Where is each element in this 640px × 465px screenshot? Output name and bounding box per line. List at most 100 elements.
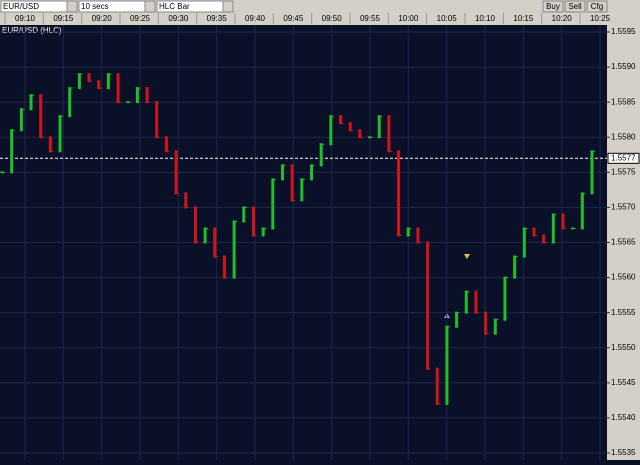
button-label[interactable]: Cfg: [591, 2, 603, 11]
hlc-bar: [542, 234, 546, 244]
hlc-bar: [145, 87, 149, 104]
toolbar-button[interactable]: [542, 0, 564, 13]
y-tick-label: 1.5565: [611, 238, 636, 247]
toolbar-button[interactable]: [564, 0, 586, 13]
x-tick-label: 10:10: [475, 14, 496, 23]
hlc-bar: [377, 115, 381, 139]
hlc-bar: [426, 241, 430, 370]
hlc-bar: [174, 150, 178, 195]
hlc-bar: [455, 311, 459, 328]
x-tick-label: 10:15: [513, 14, 534, 23]
hlc-bar: [135, 87, 139, 104]
hlc-bar: [184, 192, 188, 209]
hlc-bar: [561, 213, 565, 230]
y-tick-label: 1.5585: [611, 97, 636, 106]
hlc-bar: [484, 311, 488, 335]
hlc-bar: [87, 73, 91, 83]
hlc-bar: [155, 101, 159, 139]
hlc-bar: [406, 227, 410, 237]
hlc-bar: [261, 227, 265, 237]
dropdown-arrow[interactable]: [66, 0, 78, 13]
y-tick-label: 1.5580: [611, 132, 636, 141]
hlc-bar: [513, 255, 517, 279]
hlc-bar: [397, 150, 401, 237]
y-tick-label: 1.5590: [611, 62, 636, 71]
symbol-text: EUR/USD: [3, 2, 39, 11]
hlc-bar: [503, 276, 507, 321]
hlc-bar: [532, 227, 536, 237]
x-tick-label: 09:15: [53, 14, 74, 23]
x-tick-label: 10:00: [398, 14, 419, 23]
y-tick-label: 1.5560: [611, 273, 636, 282]
hlc-bar: [474, 290, 478, 314]
hlc-bar: [97, 80, 101, 90]
x-tick-label: 09:50: [322, 14, 343, 23]
button-label[interactable]: Sell: [568, 2, 582, 11]
hlc-bar: [48, 136, 52, 153]
hlc-bar: [387, 115, 391, 153]
x-tick-label: 09:25: [130, 14, 151, 23]
hlc-bar: [77, 73, 81, 90]
hlc-bar: [116, 73, 120, 104]
hlc-bar: [10, 129, 14, 174]
hlc-bar: [435, 367, 439, 405]
y-tick-label: 1.5595: [611, 27, 636, 36]
x-tick-label: 09:10: [15, 14, 36, 23]
hlc-bar: [348, 122, 352, 132]
hlc-bar: [203, 227, 207, 244]
hlc-bar: [310, 164, 314, 181]
hlc-bar: [339, 115, 343, 125]
style-text: HLC Bar: [159, 2, 190, 11]
x-tick-label: 09:30: [168, 14, 189, 23]
y-tick-label: 1.5555: [611, 308, 636, 317]
current-price-box: [607, 152, 640, 164]
x-tick-label: 09:20: [92, 14, 113, 23]
y-tick-label: 1.5575: [611, 167, 636, 176]
hlc-bar: [193, 206, 197, 244]
hlc-bar: [416, 227, 420, 244]
dropdown-arrow[interactable]: [222, 0, 234, 13]
hlc-bar: [493, 318, 497, 335]
button-label[interactable]: Buy: [546, 2, 560, 11]
hlc-bar: [222, 255, 226, 279]
hlc-bar: [19, 108, 23, 132]
hlc-bar: [319, 143, 323, 167]
price-axis-panel: [607, 25, 640, 460]
hlc-bar: [300, 178, 304, 202]
hlc-bar: [551, 213, 555, 244]
sell-marker: [464, 254, 470, 259]
hlc-bar: [58, 115, 62, 153]
hlc-bar: [242, 206, 246, 223]
hlc-bar: [68, 87, 72, 118]
hlc-bar: [106, 73, 110, 90]
hlc-bar: [271, 178, 275, 230]
hlc-bar: [29, 94, 33, 111]
dropdown-arrow[interactable]: [144, 0, 156, 13]
hlc-bar: [280, 164, 284, 181]
hlc-bar: [445, 325, 449, 405]
y-tick-label: 1.5570: [611, 203, 636, 212]
hlc-bar: [580, 192, 584, 230]
hlc-bar: [251, 206, 255, 237]
hlc-bar: [329, 115, 333, 146]
x-tick-label: 09:35: [207, 14, 228, 23]
hlc-bar: [522, 227, 526, 258]
y-tick-label: 1.5540: [611, 413, 636, 422]
hlc-bar: [358, 129, 362, 139]
hlc-bar: [290, 164, 294, 202]
y-tick-label: 1.5545: [611, 378, 636, 387]
x-tick-label: 09:40: [245, 14, 266, 23]
interval-text: 10 secs: [81, 2, 109, 11]
x-tick-label: 09:55: [360, 14, 381, 23]
toolbar-button[interactable]: [586, 0, 608, 13]
x-tick-label: 10:25: [590, 14, 611, 23]
hlc-bar: [464, 290, 468, 314]
x-tick-label: 10:05: [437, 14, 458, 23]
hlc-bar: [590, 150, 594, 195]
current-price-label: 1.5577: [611, 153, 636, 162]
x-tick-label: 09:45: [283, 14, 304, 23]
x-tick-label: 10:20: [552, 14, 573, 23]
